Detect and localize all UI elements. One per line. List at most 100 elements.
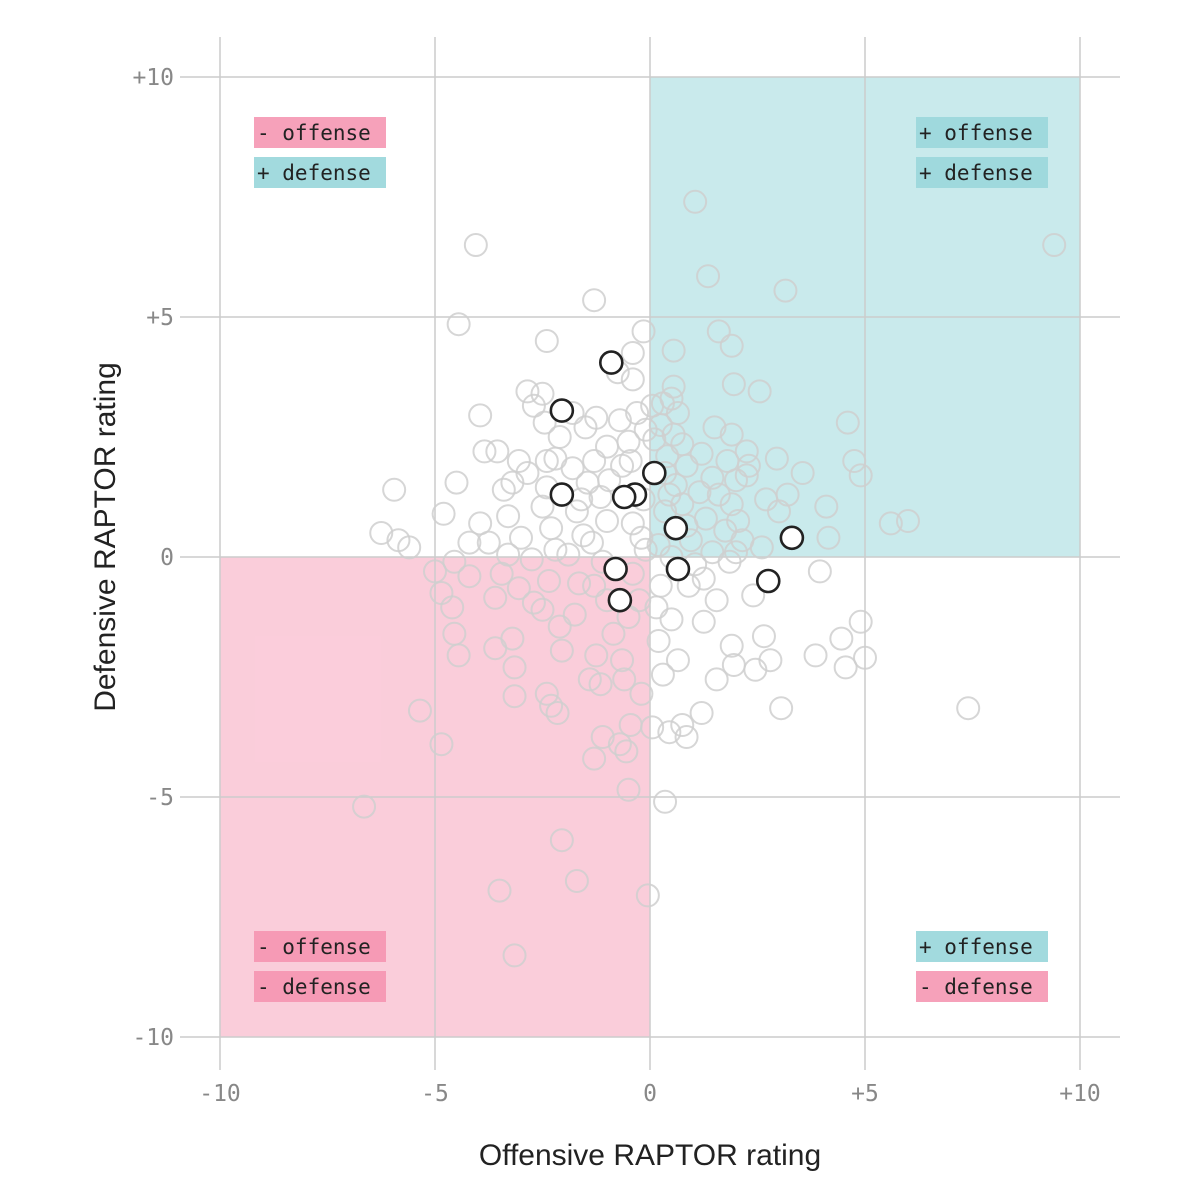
background-player-point	[446, 643, 471, 668]
background-player-point	[588, 485, 613, 509]
background-player-point	[595, 509, 619, 533]
background-player-point	[442, 549, 467, 574]
background-player-point	[575, 470, 600, 495]
tick-labels: -10 -5 0 +5 +10 +10 +5 0 -5 -10	[132, 65, 1100, 1107]
background-player-point	[610, 648, 635, 673]
background-player-point	[457, 530, 482, 555]
background-player-point	[702, 415, 727, 440]
background-player-point	[743, 657, 768, 682]
background-player-point	[489, 561, 514, 586]
background-player-point	[674, 725, 699, 749]
background-player-point	[539, 693, 564, 718]
quadrant-label-background	[916, 117, 1048, 148]
quadrant-label-background	[254, 157, 386, 188]
quadrant-label-top-right-0: + offense	[916, 117, 1048, 148]
background-player-point	[646, 629, 671, 653]
background-player-point	[633, 537, 658, 562]
x-tick-label: -5	[421, 1081, 449, 1107]
background-player-point	[633, 417, 658, 442]
background-player-point	[956, 696, 981, 721]
background-player-point	[560, 456, 585, 481]
background-player-point	[629, 681, 654, 706]
background-player-point	[476, 530, 501, 555]
background-player-point	[661, 338, 686, 363]
background-player-point	[640, 715, 665, 740]
background-player-point	[610, 453, 635, 478]
background-player-point	[549, 638, 574, 663]
background-player-point	[614, 739, 639, 764]
background-player-point	[519, 547, 544, 572]
background-player-point	[506, 449, 531, 473]
quadrant-label-top-right-1: + defense	[916, 157, 1048, 188]
background-player-point	[534, 681, 559, 706]
background-player-point	[547, 425, 572, 449]
background-player-point	[816, 525, 841, 550]
background-player-point	[829, 626, 854, 651]
quadrant-label-text: - defense	[919, 975, 1033, 999]
background-player-point	[689, 701, 714, 725]
background-player-point	[502, 655, 527, 680]
background-player-point	[764, 446, 789, 471]
background-player-point	[790, 461, 815, 485]
background-player-point	[696, 264, 721, 289]
background-player-point	[515, 379, 540, 404]
background-player-point	[659, 607, 684, 632]
background-player-point	[487, 878, 512, 903]
background-player-point	[601, 621, 626, 646]
y-tick-label: -5	[146, 785, 174, 811]
background-player-point	[506, 576, 531, 601]
background-player-point	[407, 698, 432, 723]
background-player-point	[648, 413, 673, 437]
background-player-point	[751, 624, 776, 649]
background-player-point	[496, 504, 521, 529]
x-tick-label: +5	[851, 1081, 879, 1107]
quadrant-label-top-left-1: + defense	[254, 157, 386, 188]
background-player-point	[657, 720, 682, 745]
background-player-point	[579, 530, 604, 555]
background-player-point	[444, 470, 469, 495]
background-player-point	[472, 439, 497, 464]
background-player-point	[807, 559, 832, 584]
background-player-point	[521, 393, 546, 418]
background-player-point	[848, 463, 873, 488]
background-player-point	[567, 571, 592, 596]
background-player-point	[650, 662, 675, 687]
background-player-point	[521, 590, 546, 615]
background-player-point	[661, 422, 686, 447]
background-player-point	[595, 434, 619, 459]
background-player-point	[878, 511, 903, 536]
background-player-point	[616, 777, 641, 802]
background-player-point	[532, 410, 557, 435]
background-player-point	[719, 633, 744, 658]
background-player-point	[758, 648, 783, 673]
background-player-point	[502, 684, 527, 709]
background-player-point	[620, 511, 645, 536]
background-player-point	[607, 408, 632, 433]
background-player-point	[721, 372, 746, 397]
background-player-point	[814, 494, 839, 519]
highlighted-player-point	[549, 482, 575, 507]
background-player-point	[457, 564, 482, 589]
background-player-point	[767, 499, 791, 524]
highlighted-player-point	[663, 515, 689, 541]
background-player-point	[734, 463, 759, 488]
background-player-point	[536, 569, 561, 593]
y-tick-label: 0	[160, 545, 174, 571]
background-player-point	[534, 449, 559, 473]
highlighted-player-point	[549, 398, 575, 423]
background-player-point	[803, 643, 828, 668]
background-player-point	[691, 609, 716, 634]
background-player-point	[556, 542, 581, 567]
quadrant-label-text: - offense	[257, 935, 371, 959]
background-player-point	[635, 883, 660, 908]
background-player-point	[747, 379, 772, 404]
background-player-point	[749, 535, 774, 560]
background-player-point	[661, 374, 686, 399]
background-player-point	[896, 509, 920, 533]
highlighted-player-point	[603, 556, 628, 582]
background-player-point	[562, 602, 587, 627]
background-player-point	[543, 537, 568, 562]
background-player-point	[509, 525, 533, 550]
background-player-point	[769, 696, 794, 721]
